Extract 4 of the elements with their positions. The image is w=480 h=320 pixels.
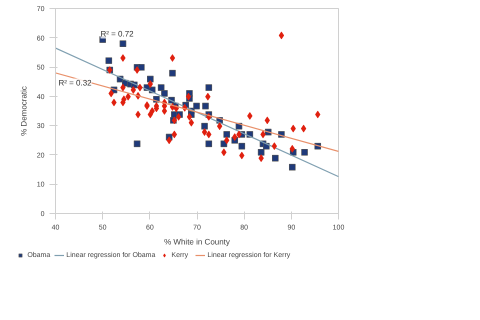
y-axis-title: % Democratic	[20, 86, 29, 136]
x-axis-title: % White in County	[164, 238, 230, 246]
annotation: R² = 0.72	[100, 30, 134, 38]
annotation: R² = 0.32	[58, 78, 92, 88]
